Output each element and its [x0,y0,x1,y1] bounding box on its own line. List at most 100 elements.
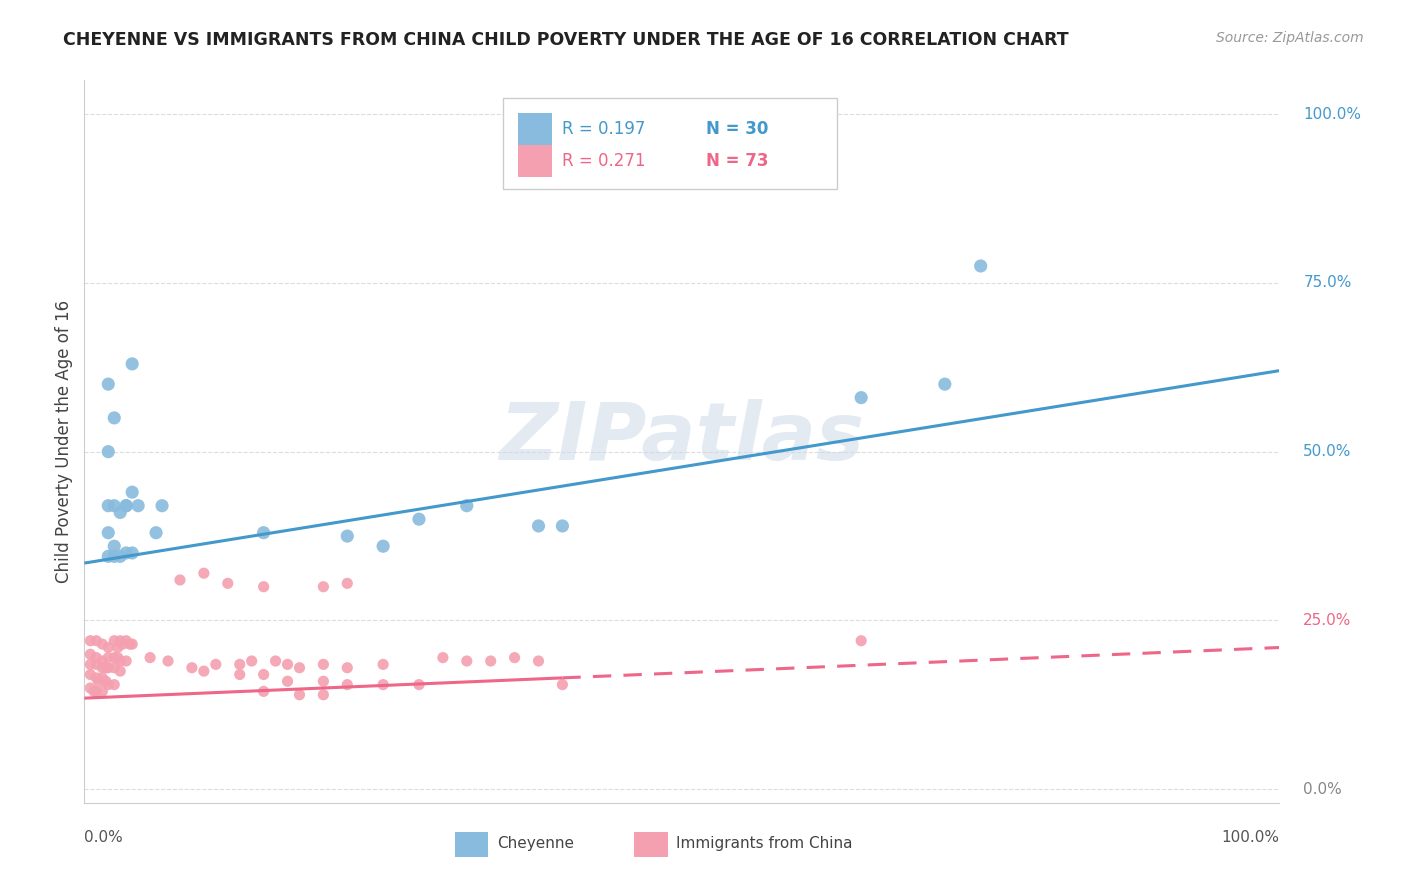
Point [205,657,228,672]
FancyBboxPatch shape [634,832,668,857]
Point [86,633,108,648]
Point [94,674,117,689]
FancyBboxPatch shape [503,98,838,189]
Point [79,657,101,672]
Point [527,519,550,533]
Point [336,678,359,692]
Point [110,664,132,678]
Point [193,664,215,678]
Point [121,637,143,651]
Point [97,444,120,458]
Point [115,499,138,513]
Point [169,573,191,587]
Text: Immigrants from China: Immigrants from China [676,837,852,852]
Point [103,549,125,564]
Point [503,650,526,665]
Point [336,661,359,675]
Point [551,519,574,533]
Point [253,525,276,540]
Point [110,633,132,648]
Point [83,684,105,698]
Point [79,681,101,695]
Point [97,640,120,655]
Text: N = 30: N = 30 [706,120,768,138]
Point [127,499,149,513]
Point [312,580,335,594]
Text: 0.0%: 0.0% [1303,781,1343,797]
Point [110,549,132,564]
Point [91,661,114,675]
Point [277,657,299,672]
Text: R = 0.197: R = 0.197 [562,120,645,138]
Point [118,637,141,651]
Point [86,671,108,685]
Point [139,650,162,665]
Text: 100.0%: 100.0% [1303,106,1361,121]
Point [851,391,873,405]
Point [288,688,311,702]
Point [103,650,125,665]
Point [408,678,430,692]
Point [91,671,114,685]
Text: 25.0%: 25.0% [1303,613,1351,628]
FancyBboxPatch shape [456,832,488,857]
Point [253,667,276,681]
Point [527,654,550,668]
Text: N = 73: N = 73 [706,153,768,170]
Point [551,678,574,692]
Point [107,640,129,655]
Point [240,654,263,668]
Point [97,377,120,392]
Point [110,654,132,668]
Text: CHEYENNE VS IMMIGRANTS FROM CHINA CHILD POVERTY UNDER THE AGE OF 16 CORRELATION : CHEYENNE VS IMMIGRANTS FROM CHINA CHILD … [63,31,1069,49]
Point [970,259,993,273]
Point [229,667,252,681]
Text: ZIPatlas: ZIPatlas [499,399,865,477]
Point [373,539,395,553]
Point [479,654,502,668]
Text: 50.0%: 50.0% [1303,444,1351,459]
Point [253,684,276,698]
Point [277,674,299,689]
Point [288,661,311,675]
Point [115,499,138,513]
Point [103,661,125,675]
Point [150,499,173,513]
Point [157,654,180,668]
Text: 0.0%: 0.0% [84,830,124,845]
Point [336,529,359,543]
Point [91,637,114,651]
Point [456,499,478,513]
Point [103,678,125,692]
Point [94,661,117,675]
Point [103,499,125,513]
Point [103,411,125,425]
Point [79,667,101,681]
Point [115,546,138,560]
Point [408,512,430,526]
Point [456,654,478,668]
Point [145,525,167,540]
Text: Source: ZipAtlas.com: Source: ZipAtlas.com [1216,31,1364,45]
FancyBboxPatch shape [519,145,551,178]
Point [253,580,276,594]
Text: R = 0.271: R = 0.271 [562,153,645,170]
Point [87,674,110,689]
Point [264,654,287,668]
Point [107,650,129,665]
Point [103,633,125,648]
Point [97,650,120,665]
Point [79,633,101,648]
Point [97,678,120,692]
Point [103,539,125,553]
Point [312,674,335,689]
Point [79,647,101,661]
Point [851,633,873,648]
Point [110,505,132,519]
Point [229,657,252,672]
Point [97,499,120,513]
Point [97,661,120,675]
Point [121,546,143,560]
Text: Cheyenne: Cheyenne [496,837,574,852]
Point [86,650,108,665]
